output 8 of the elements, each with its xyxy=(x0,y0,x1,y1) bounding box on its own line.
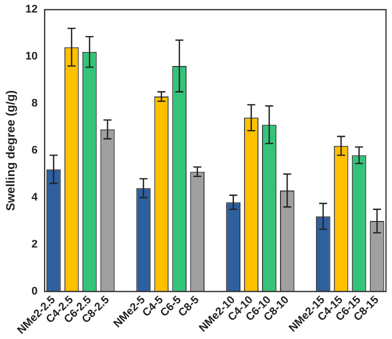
y-tick-label: 6 xyxy=(32,144,38,157)
y-axis-title: Swelling degree (g/g) xyxy=(4,90,18,211)
y-tick-label: 12 xyxy=(25,4,38,16)
y-tick-label: 4 xyxy=(32,192,39,204)
y-tick-label: 10 xyxy=(25,50,38,63)
y-tick-label: 2 xyxy=(32,238,38,251)
y-tick-label: 0 xyxy=(32,286,38,298)
y-tick-label: 8 xyxy=(32,98,38,110)
